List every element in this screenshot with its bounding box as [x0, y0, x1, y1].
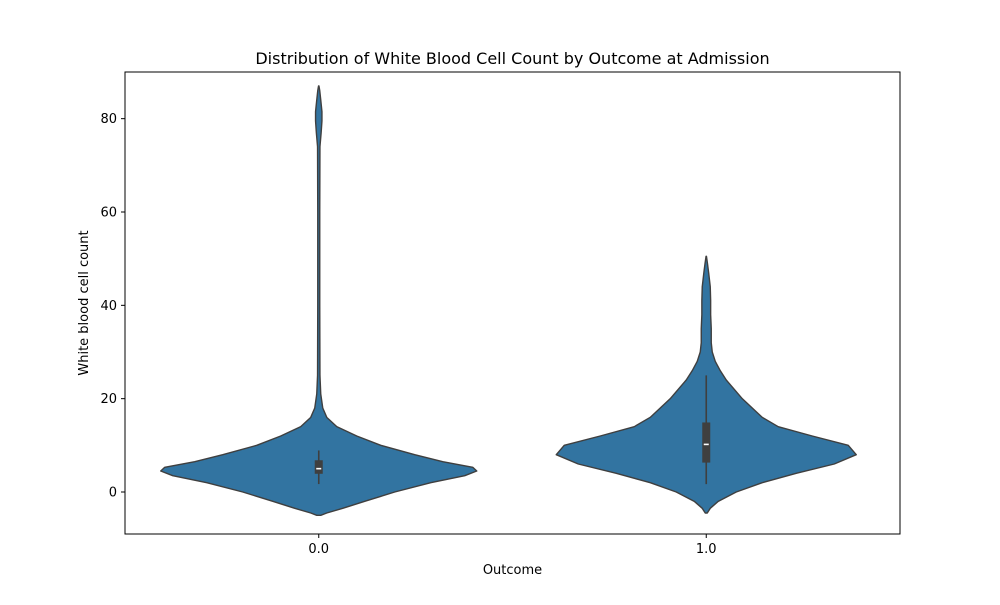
violin-layer: [160, 85, 857, 517]
x-axis-ticks: 0.0 1.0: [308, 534, 717, 557]
y-tick-label: 80: [100, 112, 117, 127]
x-tick-label: 1.0: [696, 542, 717, 557]
violin-iqr-box: [702, 422, 711, 463]
plot-frame: [124, 71, 901, 535]
y-tick-label: 60: [100, 206, 117, 221]
y-axis-label: White blood cell count: [77, 230, 92, 375]
x-tick-label: 0.0: [308, 542, 329, 557]
chart-title: Distribution of White Blood Cell Count b…: [255, 49, 769, 68]
x-axis-label: Outcome: [483, 563, 542, 578]
violin-body-0.0: [160, 85, 478, 517]
y-tick-label: 20: [100, 392, 117, 407]
y-axis-ticks: 0 20 40 60 80: [100, 112, 125, 501]
y-tick-label: 0: [109, 486, 117, 501]
y-tick-label: 40: [100, 299, 117, 314]
violin-iqr-box: [314, 460, 323, 474]
